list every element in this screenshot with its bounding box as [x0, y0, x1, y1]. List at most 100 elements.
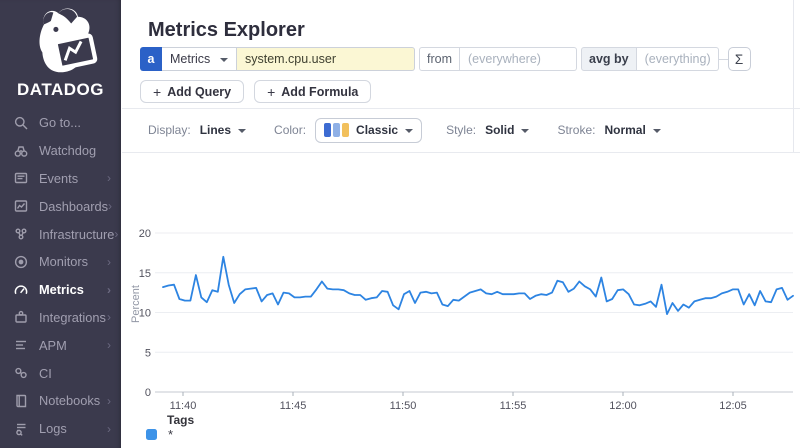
display-dropdown[interactable]: Lines — [199, 123, 247, 137]
datadog-logo[interactable]: DATADOG — [0, 4, 121, 100]
sidebar-item-label: APM — [39, 337, 67, 353]
stroke-value: Normal — [604, 123, 646, 137]
ci-icon — [13, 365, 29, 381]
svg-text:11:50: 11:50 — [390, 400, 417, 412]
svg-text:11:45: 11:45 — [280, 400, 307, 412]
chevron-right-icon: › — [107, 282, 111, 297]
infrastructure-icon — [13, 226, 29, 242]
sidebar-item-label: Monitors — [39, 254, 89, 270]
add-formula-label: Add Formula — [281, 84, 359, 99]
monitors-icon — [13, 254, 29, 270]
sidebar-item-label: Dashboards — [39, 198, 109, 214]
connector-line — [718, 47, 728, 71]
sidebar-item-label: Logs — [39, 421, 67, 437]
divider — [122, 108, 800, 109]
display-value: Lines — [199, 123, 232, 137]
legend-color-swatch — [146, 429, 157, 440]
svg-text:5: 5 — [145, 347, 151, 359]
color-value: Classic — [356, 123, 399, 137]
sidebar-item-infrastructure[interactable]: Infrastructure › — [0, 220, 121, 248]
svg-text:12:00: 12:00 — [609, 400, 637, 412]
color-palette-swatches — [324, 123, 350, 137]
stroke-dropdown[interactable]: Normal — [604, 123, 661, 137]
apm-icon — [13, 337, 29, 353]
display-label: Display: — [148, 123, 191, 137]
legend-title: Tags — [167, 413, 195, 427]
svg-text:0: 0 — [145, 387, 151, 399]
chevron-right-icon: › — [107, 310, 111, 325]
avg-by-input[interactable] — [636, 48, 718, 70]
sidebar-item-go-to[interactable]: Go to... — [0, 109, 121, 137]
chevron-right-icon: › — [107, 421, 111, 436]
sidebar-item-label: Infrastructure — [39, 226, 115, 242]
chevron-down-icon — [220, 57, 228, 62]
sidebar-item-label: Go to... — [39, 115, 81, 131]
chevron-right-icon: › — [107, 171, 111, 186]
add-query-button[interactable]: + Add Query — [140, 80, 245, 103]
sidebar-item-metrics[interactable]: Metrics › — [0, 276, 121, 304]
datadog-dog-icon — [39, 8, 97, 73]
legend-entry[interactable]: * — [146, 427, 174, 442]
notebooks-icon — [13, 393, 29, 409]
query-actions: + Add Query + Add Formula — [140, 80, 372, 103]
chevron-right-icon: › — [108, 199, 113, 214]
palette-swatch — [342, 123, 350, 137]
chevron-right-icon: › — [114, 227, 119, 242]
chevron-right-icon: › — [107, 254, 111, 269]
style-label: Style: — [446, 123, 477, 137]
legend-label: * — [168, 427, 174, 442]
plus-icon: + — [153, 83, 162, 100]
from-field-wrap — [460, 47, 577, 71]
sidebar-item-notebooks[interactable]: Notebooks › — [0, 387, 121, 415]
sidebar: DATADOG Go to... Watchdog Events › Dashb… — [0, 0, 121, 448]
sidebar-item-label: CI — [39, 365, 52, 381]
query-letter-badge: a — [140, 47, 162, 71]
svg-text:10: 10 — [139, 308, 151, 320]
metric-field-wrap — [237, 47, 415, 71]
chevron-down-icon — [238, 128, 247, 133]
style-dropdown[interactable]: Solid — [485, 123, 530, 137]
binoculars-icon — [13, 143, 29, 159]
svg-text:11:40: 11:40 — [170, 400, 197, 412]
sidebar-item-monitors[interactable]: Monitors › — [0, 248, 121, 276]
svg-text:12:05: 12:05 — [719, 400, 747, 412]
sidebar-item-label: Metrics — [39, 282, 84, 298]
sidebar-item-integrations[interactable]: Integrations › — [0, 304, 121, 332]
sidebar-item-logs[interactable]: Logs › — [0, 415, 121, 443]
sidebar-item-events[interactable]: Events › — [0, 165, 121, 193]
data-source-dropdown[interactable]: Metrics — [162, 47, 237, 71]
add-query-label: Add Query — [167, 84, 232, 99]
stroke-label: Stroke: — [557, 123, 596, 137]
from-input[interactable] — [460, 48, 576, 70]
palette-swatch — [324, 123, 332, 137]
timeseries-chart: 0 5 10 15 20 11:40 11:45 11:50 11:55 12:00 12:05 — [139, 228, 794, 412]
brand-wordmark: DATADOG — [17, 80, 104, 99]
panel-right-border — [793, 0, 794, 152]
events-icon — [13, 170, 29, 186]
page-title: Metrics Explorer — [148, 19, 305, 42]
svg-text:15: 15 — [139, 268, 151, 280]
palette-swatch — [333, 123, 341, 137]
sidebar-item-dashboards[interactable]: Dashboards › — [0, 192, 121, 220]
svg-text:11:55: 11:55 — [500, 400, 527, 412]
sidebar-item-label: Watchdog — [39, 143, 97, 159]
color-dropdown[interactable]: Classic — [315, 117, 423, 143]
avg-by-label: avg by — [581, 47, 637, 71]
sidebar-item-ci[interactable]: CI — [0, 359, 121, 387]
chevron-right-icon: › — [107, 393, 111, 408]
chevron-right-icon: › — [107, 338, 111, 353]
plus-icon: + — [267, 83, 276, 100]
metric-input[interactable] — [237, 48, 414, 70]
add-formula-button[interactable]: + Add Formula — [254, 80, 372, 103]
from-label: from — [419, 47, 460, 71]
chevron-down-icon — [652, 128, 661, 133]
svg-text:20: 20 — [139, 228, 151, 240]
sigma-button[interactable]: Σ — [727, 47, 751, 71]
sidebar-item-label: Events — [39, 170, 79, 186]
query-editor-row: a Metrics from avg by Σ — [140, 47, 751, 71]
sidebar-item-label: Integrations — [39, 309, 106, 325]
sidebar-item-apm[interactable]: APM › — [0, 331, 121, 359]
sidebar-item-watchdog[interactable]: Watchdog — [0, 137, 121, 165]
divider — [122, 152, 800, 153]
